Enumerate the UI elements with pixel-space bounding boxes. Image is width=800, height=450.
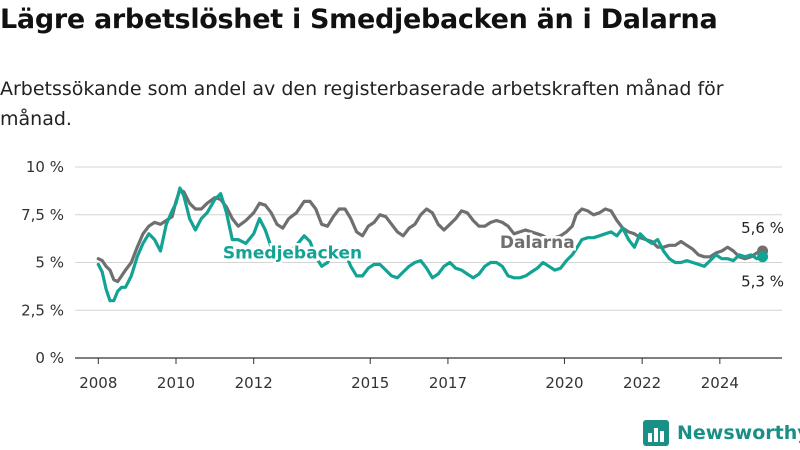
y-tick-label: 0 %: [35, 349, 64, 367]
y-tick-label: 2,5 %: [21, 301, 64, 319]
series-label-smedjebacken: Smedjebacken: [223, 244, 362, 264]
x-tick-label: 2010: [157, 374, 195, 392]
x-tick-label: 2022: [623, 374, 661, 392]
x-tick-label: 2008: [79, 374, 117, 392]
y-tick-label: 7,5 %: [21, 206, 64, 224]
x-tick-label: 2020: [545, 374, 583, 392]
y-tick-label: 5 %: [35, 254, 64, 272]
end-value-label-smedjebacken: 5,3 %: [741, 272, 784, 290]
series-end-point-smedjebacken: [757, 251, 769, 263]
x-tick-label: 2012: [235, 374, 273, 392]
line-chart: 0 % 2,5 % 5 % 7,5 % 10 % 2008 2010 2012 2015 2017…: [21, 158, 786, 392]
x-tick-label: 2024: [701, 374, 739, 392]
brand-name: Newsworthy: [677, 422, 800, 444]
end-value-label-dalarna: 5,6 %: [741, 219, 784, 237]
x-tick-label: 2017: [429, 374, 467, 392]
series-label-dalarna: Dalarna: [500, 233, 575, 253]
series-line-smedjebacken: [96, 186, 765, 303]
newsworthy-logo-icon: [643, 420, 669, 446]
newsworthy-logo: Newsworthy: [643, 418, 800, 448]
y-tick-label: 10 %: [26, 158, 64, 176]
chart-title: Lägre arbetslöshet i Smedjebacken än i D…: [0, 4, 718, 35]
chart-subtitle: Arbetssökande som andel av den registerb…: [0, 78, 724, 130]
series-line-dalarna: [96, 188, 765, 284]
x-tick-label: 2015: [351, 374, 389, 392]
